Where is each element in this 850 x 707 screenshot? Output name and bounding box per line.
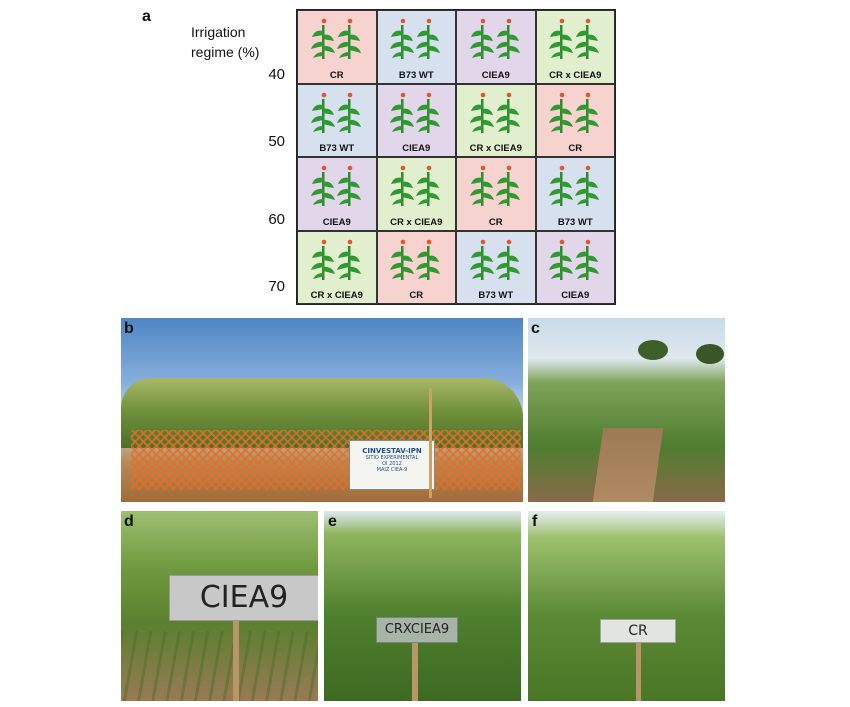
genotype-label: B73 WT [398,69,434,81]
plot-cell: CR x CIEA9 [456,83,536,157]
genotype-label: CR [488,216,503,228]
genotype-label: CIEA9 [402,143,431,154]
plot-cell: CR [535,83,615,157]
plot-cell: CIEA9 [297,157,377,231]
panel-d-letter: d [124,513,134,530]
genotype-label: B73 WT [557,216,593,228]
plot-cell: CIEA9 [376,83,456,157]
genotype-label: B73 WT [319,143,355,154]
genotype-label: CIEA9 [481,69,510,81]
panel-c-letter: c [531,320,540,337]
panel-b-letter: b [124,320,134,337]
genotype-label: CR x CIEA9 [469,143,522,154]
photo-c-maize-rows [528,318,725,502]
y-axis-label-line2: regime (%) [191,44,260,60]
sign-crxciea9: CRXCIEA9 [376,617,458,643]
field-sign-line1: CINVESTAV-IPN [362,447,422,455]
sign-cr-text: CR [628,623,648,639]
plot-cell: CR [376,230,456,304]
sign-ciea9-text: CIEA9 [199,580,289,615]
level-40: 40 [268,66,285,83]
genotype-label: CR x CIEA9 [390,216,443,228]
plot-cell: B73 WT [297,83,377,157]
sign-crxciea9-text: CRXCIEA9 [384,622,450,637]
level-50: 50 [268,133,285,150]
photo-d-ciea9-plot: CIEA9 [121,511,318,701]
plot-cell: CR x CIEA9 [376,157,456,231]
sign-ciea9: CIEA9 [169,575,318,621]
irrigation-plot-grid: CR B73 WT CIEA9 CR x CIEA9 B73 WT CIEA9 CR x C… [296,9,616,305]
panel-a-letter: a [142,8,151,25]
field-sign: CINVESTAV-IPN SITIO EXPERIMENTAL OI 2012… [349,440,435,490]
level-70: 70 [268,278,285,295]
sign-cr: CR [600,619,676,643]
plot-cell: CR x CIEA9 [535,10,615,84]
genotype-label: B73 WT [478,290,514,301]
plot-cell: CIEA9 [456,10,536,84]
photo-f-cr-plot: CR [528,511,725,701]
photo-b-field-plot: CINVESTAV-IPN SITIO EXPERIMENTAL OI 2012… [121,318,523,502]
plot-cell: CR [297,10,377,84]
field-sign-line3: OI 2012 [382,461,402,467]
plot-cell: CR [456,157,536,231]
plot-cell: B73 WT [456,230,536,304]
y-axis-label-line1: Irrigation [191,24,246,40]
genotype-label: CR [409,290,424,301]
plot-cell: B73 WT [535,157,615,231]
field-sign-line4: MAIZ CIEA-9 [376,467,408,473]
level-60: 60 [268,211,285,228]
plot-cell: CR x CIEA9 [297,230,377,304]
panel-f-letter: f [532,513,538,530]
field-sign-line2: SITIO EXPERIMENTAL [365,455,419,461]
photo-e-crxciea9-plot: CRXCIEA9 [324,511,521,701]
plot-cell: CIEA9 [535,230,615,304]
genotype-label: CR [568,143,583,154]
plot-cell: B73 WT [376,10,456,84]
panel-e-letter: e [328,513,337,530]
genotype-label: CR x CIEA9 [310,290,363,301]
genotype-label: CR [329,69,344,81]
genotype-label: CR x CIEA9 [549,69,602,81]
genotype-label: CIEA9 [561,290,590,301]
genotype-label: CIEA9 [322,216,351,228]
